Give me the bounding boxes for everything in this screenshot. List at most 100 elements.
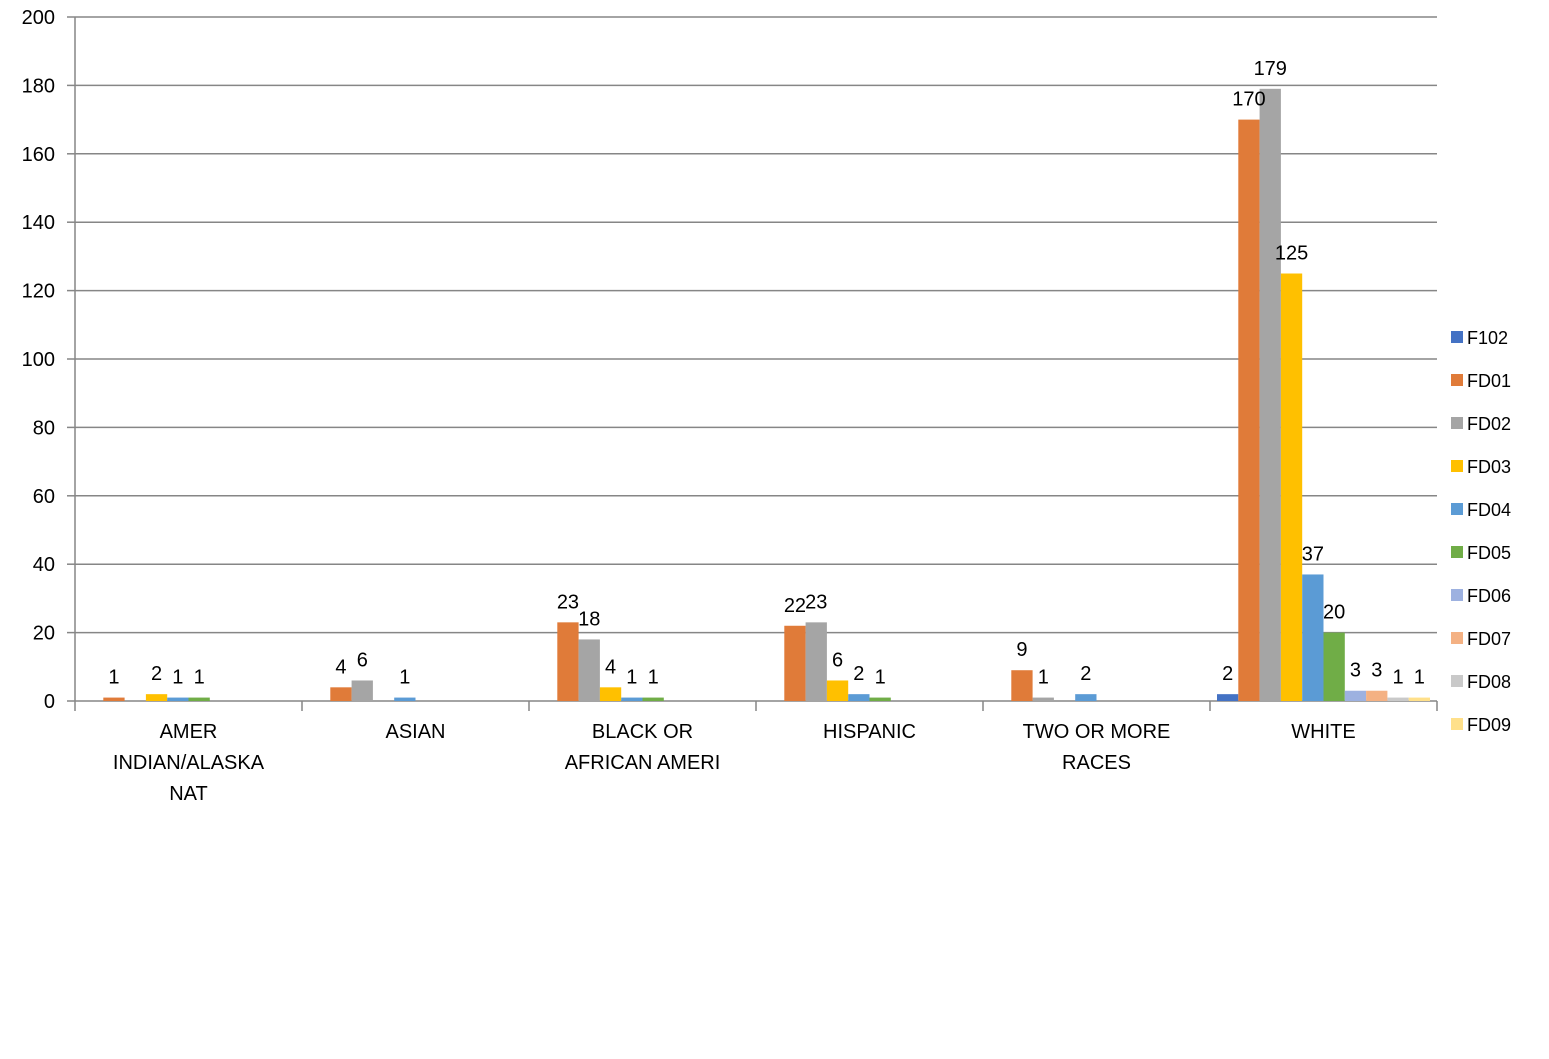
y-tick-label: 140: [22, 212, 55, 234]
legend-label: FD08: [1467, 672, 1511, 692]
bar: [848, 694, 870, 701]
x-category-label-line: TWO OR MORE: [1023, 721, 1171, 743]
bar: [103, 697, 125, 701]
bar: [826, 680, 849, 701]
bar: [188, 697, 210, 701]
bar: [1032, 697, 1054, 701]
bar: [1387, 697, 1409, 701]
y-tick-label: 160: [22, 144, 55, 166]
legend-label: FD06: [1467, 586, 1511, 606]
legend-swatch: [1451, 417, 1463, 429]
data-label: 1: [648, 667, 659, 689]
bar: [1259, 88, 1281, 701]
bar: [351, 680, 373, 701]
y-tick-label: 80: [33, 417, 55, 439]
bar: [869, 697, 891, 701]
x-category-label: WHITE: [1291, 721, 1355, 743]
data-label: 125: [1275, 243, 1308, 265]
data-label: 18: [578, 608, 600, 630]
bar: [167, 697, 189, 701]
data-label: 1: [1038, 667, 1049, 689]
data-label: 4: [335, 656, 346, 678]
legend-label: FD05: [1467, 543, 1511, 563]
data-label: 1: [108, 667, 119, 689]
bar: [330, 687, 352, 701]
legend-label: FD02: [1467, 414, 1511, 434]
data-label: 2: [1080, 663, 1091, 685]
bar: [1280, 273, 1303, 701]
legend-swatch: [1451, 503, 1463, 515]
bar: [1302, 574, 1324, 701]
data-label: 22: [784, 595, 806, 617]
data-label: 6: [832, 649, 843, 671]
data-label: 1: [194, 667, 205, 689]
legend-swatch: [1451, 331, 1463, 343]
bar: [1408, 697, 1430, 701]
y-tick-label: 100: [22, 349, 55, 371]
data-label: 3: [1350, 660, 1361, 682]
y-axis: 0 20 40 60 80 100 120 140 160 180 200: [22, 7, 76, 713]
data-label: 23: [557, 591, 579, 613]
data-label: 20: [1323, 602, 1345, 624]
x-category-label-line: AMER: [160, 721, 218, 743]
gridlines: [75, 16, 1437, 634]
x-category-label-line: NAT: [169, 783, 208, 805]
data-label: 1: [1414, 667, 1425, 689]
bar: [599, 687, 622, 701]
data-label: 2: [151, 663, 162, 685]
legend-label: FD07: [1467, 629, 1511, 649]
bar: [1075, 694, 1097, 701]
y-tick-label: 60: [33, 486, 55, 508]
bar: [642, 697, 664, 701]
x-category-label-line: BLACK OR: [592, 721, 693, 743]
x-category-label-line: HISPANIC: [823, 721, 916, 743]
data-label: 37: [1302, 543, 1324, 565]
data-label: 170: [1232, 89, 1265, 111]
data-label: 1: [399, 667, 410, 689]
bar: [784, 625, 806, 701]
legend-label: FD03: [1467, 457, 1511, 477]
x-category-label: TWO OR MORE RACES: [1023, 721, 1171, 774]
bar: [394, 697, 416, 701]
x-category-label: BLACK OR AFRICAN AMERI: [565, 721, 721, 774]
y-tick-label: 200: [22, 7, 55, 29]
legend-label: F102: [1467, 328, 1508, 348]
bar: [1366, 690, 1388, 701]
bar: [1011, 670, 1033, 701]
data-label: 1: [626, 667, 637, 689]
data-label: 4: [605, 656, 616, 678]
data-label: 3: [1371, 660, 1382, 682]
data-label: 2: [853, 663, 864, 685]
legend-swatch: [1451, 632, 1463, 644]
y-tick-label: 120: [22, 281, 55, 303]
data-label: 1: [875, 667, 886, 689]
legend-label: FD09: [1467, 715, 1511, 735]
x-category-label-line: INDIAN/ALASKA: [113, 752, 265, 774]
legend-swatch: [1451, 546, 1463, 558]
x-category-label: HISPANIC: [823, 721, 916, 743]
bar: [1344, 690, 1367, 701]
bar: [621, 697, 643, 701]
legend-swatch: [1451, 718, 1463, 730]
legend-swatch: [1451, 460, 1463, 472]
bar: [1238, 119, 1260, 702]
legend-label: FD01: [1467, 371, 1511, 391]
y-tick-label: 0: [44, 691, 55, 713]
x-axis: AMER INDIAN/ALASKA NAT ASIAN BLACK OR AFRICAN…: [74, 700, 1438, 805]
x-category-label: AMER INDIAN/ALASKA NAT: [113, 721, 265, 805]
x-category-label-line: RACES: [1062, 752, 1131, 774]
data-label: 23: [805, 591, 827, 613]
bar: [1323, 632, 1345, 701]
bars: [103, 88, 1430, 702]
legend-swatch: [1451, 589, 1463, 601]
data-label: 1: [172, 667, 183, 689]
bar: [145, 694, 168, 701]
y-tick-label: 20: [33, 623, 55, 645]
x-category-label: ASIAN: [385, 721, 445, 743]
x-category-label-line: AFRICAN AMERI: [565, 752, 721, 774]
data-label: 1: [1392, 667, 1403, 689]
data-label: 2: [1222, 663, 1233, 685]
bar: [1217, 694, 1239, 701]
